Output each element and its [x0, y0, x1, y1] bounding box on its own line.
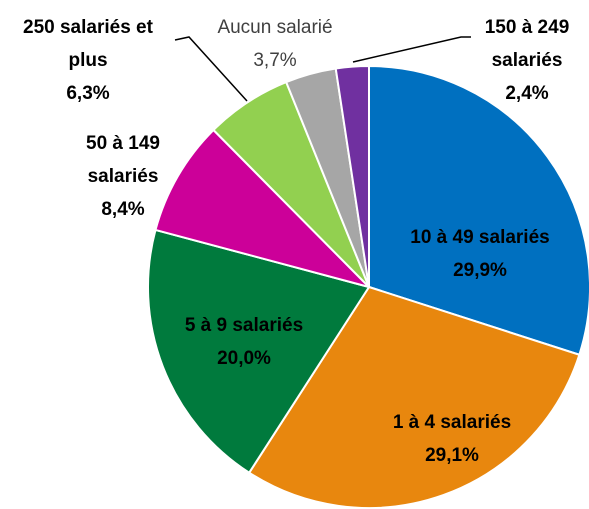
category-label: 150 à 249 salariés: [484, 17, 570, 71]
value-label: 8,4%: [101, 199, 145, 220]
slice-label: 250 salariés et plus 6,3%: [2, 11, 174, 110]
category-label: 50 à 149 salariés: [86, 133, 160, 187]
pie-slice: [334, 64, 370, 288]
slice-label: 1 à 4 salariés 29,1%: [352, 406, 552, 472]
value-label: 2,4%: [505, 83, 549, 104]
slice-label: 150 à 249 salariés 2,4%: [472, 11, 582, 110]
value-label: 29,1%: [425, 445, 479, 466]
category-label: 250 salariés et plus: [23, 17, 153, 71]
slice-label: 10 à 49 salariés 29,9%: [380, 221, 580, 287]
pie-slice: [154, 128, 373, 289]
value-label: 6,3%: [66, 83, 110, 104]
pie-slice: [247, 285, 581, 509]
pie-slice: [147, 228, 371, 475]
leader-line: [174, 36, 248, 102]
pie-slice: [368, 64, 589, 357]
category-label: 5 à 9 salariés: [184, 315, 304, 336]
value-label: 3,7%: [253, 50, 297, 71]
leader-line: [352, 36, 471, 63]
value-label: 29,9%: [453, 260, 507, 281]
slice-label: 5 à 9 salariés 20,0%: [144, 309, 344, 375]
slice-label: 50 à 149 salariés 8,4%: [68, 127, 178, 226]
category-label: 1 à 4 salariés: [392, 412, 512, 433]
slice-label: Aucun salarié 3,7%: [195, 11, 355, 77]
category-label: 10 à 49 salariés: [410, 227, 550, 248]
value-label: 20,0%: [217, 348, 271, 369]
category-label: Aucun salarié: [217, 17, 333, 38]
pie: [147, 64, 589, 509]
